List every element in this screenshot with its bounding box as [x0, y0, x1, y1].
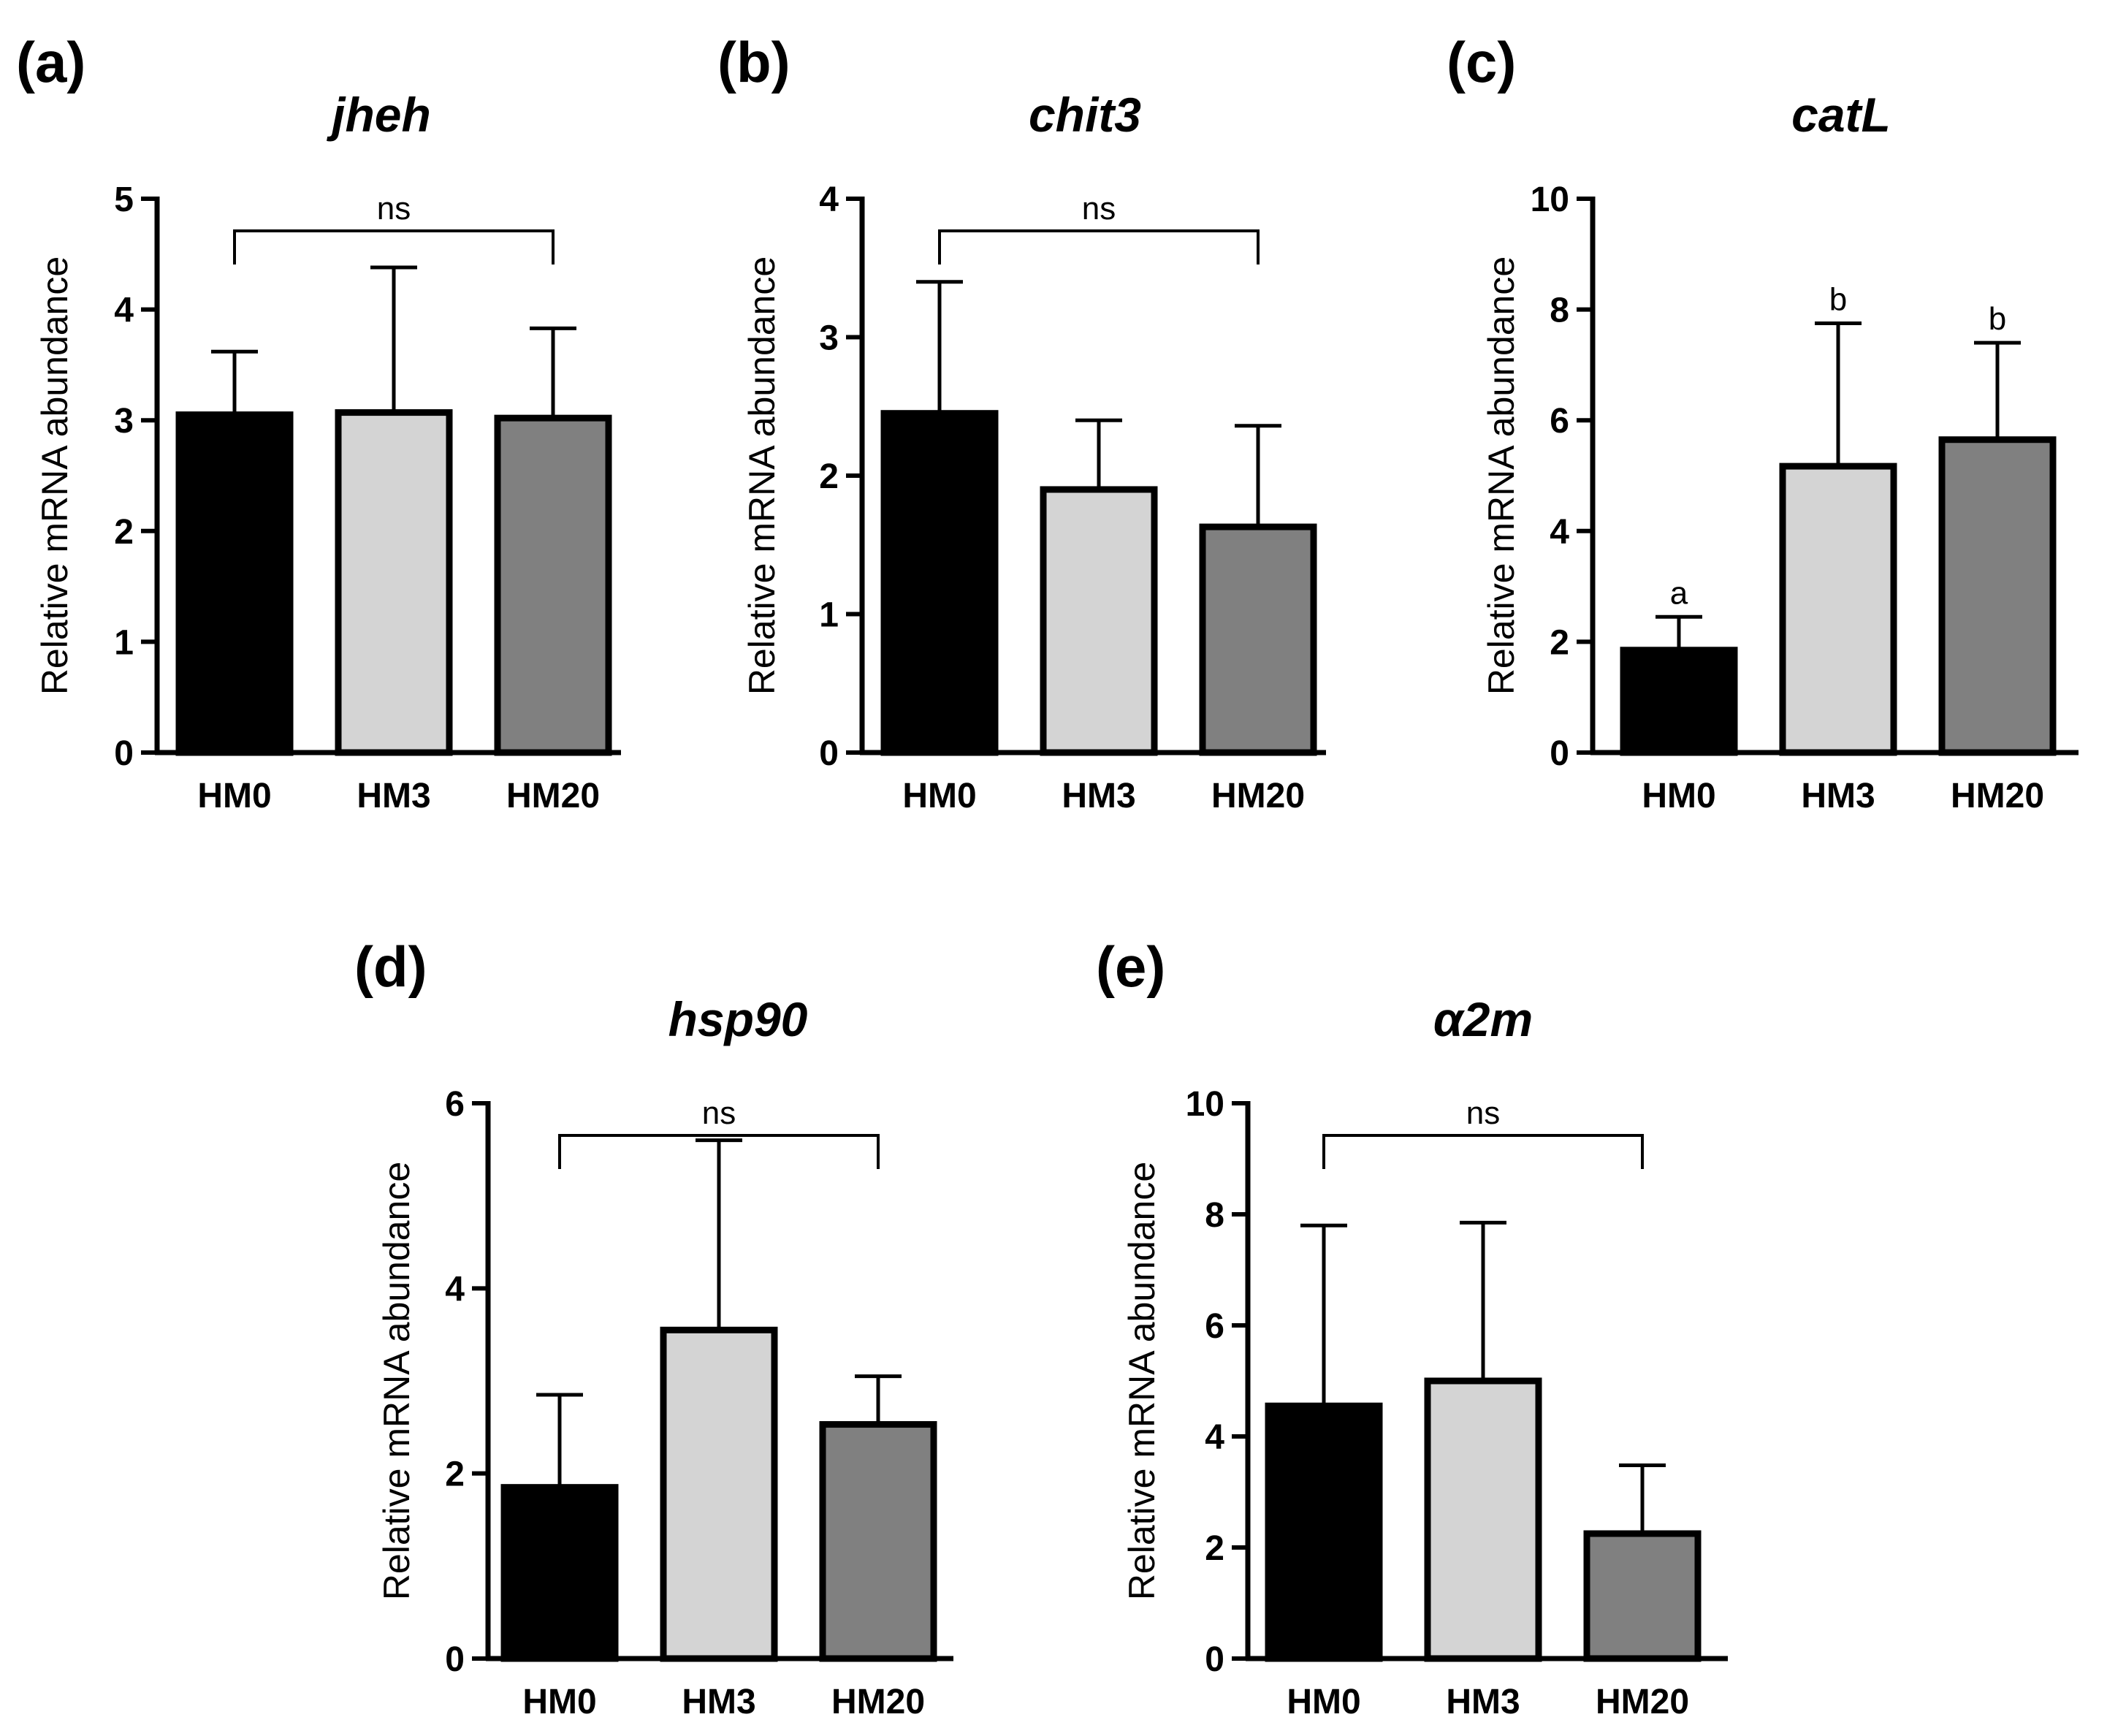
y-tick-label: 2: [819, 457, 839, 496]
x-tick-label: HM20: [1951, 777, 2044, 815]
bar-hm20: [494, 414, 612, 756]
significance-letter: a: [1670, 575, 1688, 611]
bar-hm0: [880, 410, 999, 756]
x-tick-label: HM3: [682, 1683, 755, 1721]
bar-hm3: [335, 409, 453, 756]
y-tick-label: 6: [1205, 1307, 1224, 1346]
panel-label: (c): [1447, 30, 1516, 94]
x-tick-label: HM20: [506, 777, 600, 815]
significance-letter: b: [1829, 282, 1847, 318]
x-tick-label: HM3: [357, 777, 430, 815]
significance-letter: b: [1989, 301, 2006, 337]
significance-label: ns: [1082, 191, 1116, 226]
x-tick-label: HM0: [1642, 777, 1715, 815]
significance-bracket: [558, 1134, 880, 1169]
y-tick-label: 2: [114, 513, 134, 552]
y-axis-label: Relative mRNA abundance: [1481, 256, 1522, 695]
significance-bracket: [1322, 1134, 1644, 1169]
y-tick-label: 10: [1186, 1085, 1224, 1124]
y-tick-label: 6: [1550, 402, 1569, 441]
y-tick-label: 0: [1205, 1640, 1224, 1679]
y-tick-label: 5: [114, 180, 134, 219]
x-tick-label: HM20: [1211, 777, 1305, 815]
bar-hm3: [1424, 1377, 1542, 1662]
y-tick-label: 2: [1205, 1529, 1224, 1568]
bar-hm20: [1583, 1530, 1702, 1662]
y-tick-label: 1: [114, 623, 134, 662]
panel-label: (d): [354, 934, 427, 999]
bar-hm3: [660, 1326, 778, 1662]
x-tick-label: HM20: [831, 1683, 925, 1721]
chart-title: chit3: [1029, 88, 1141, 142]
y-tick-label: 8: [1550, 292, 1569, 330]
bar-hm3: [1779, 462, 1897, 756]
y-tick-label: 2: [1550, 623, 1569, 662]
significance-label: ns: [377, 191, 411, 226]
y-tick-label: 10: [1531, 180, 1569, 219]
bar-hm20: [819, 1421, 937, 1662]
x-tick-label: HM3: [1062, 777, 1135, 815]
y-tick-label: 4: [1205, 1418, 1224, 1457]
y-tick-label: 2: [445, 1455, 465, 1494]
x-tick-label: HM3: [1801, 777, 1875, 815]
chart-title: catL: [1791, 88, 1891, 142]
chart-panel-2: (b) chit3 Relative mRNA abundance 0 1 2 3 4 HM0 H…: [717, 30, 1326, 815]
y-tick-label: 4: [819, 180, 839, 219]
x-tick-label: HM0: [902, 777, 976, 815]
bar-hm0: [500, 1484, 619, 1662]
chart-title: hsp90: [668, 992, 808, 1046]
chart-title: α2m: [1433, 992, 1533, 1046]
x-tick-label: HM3: [1446, 1683, 1520, 1721]
y-tick-label: 0: [114, 734, 134, 773]
y-tick-label: 0: [445, 1640, 465, 1679]
significance-bracket: [233, 229, 555, 264]
y-axis-label: Relative mRNA abundance: [742, 256, 782, 695]
y-axis-label: Relative mRNA abundance: [1121, 1162, 1162, 1600]
significance-label: ns: [702, 1095, 736, 1131]
bar-hm0: [175, 411, 294, 756]
y-axis-label: Relative mRNA abundance: [34, 256, 75, 695]
panel-label: (e): [1096, 934, 1165, 999]
y-tick-label: 8: [1205, 1196, 1224, 1235]
chart-panel-4: (d) hsp90 Relative mRNA abundance 0 2 4 6 HM0 HM…: [354, 934, 953, 1721]
y-tick-label: 0: [819, 734, 839, 773]
y-tick-label: 0: [1550, 734, 1569, 773]
significance-label: ns: [1466, 1095, 1500, 1131]
bar-hm0: [1620, 647, 1738, 756]
x-tick-label: HM0: [1287, 1683, 1360, 1721]
bar-hm0: [1265, 1402, 1383, 1662]
panel-label: (b): [717, 30, 790, 94]
panel-label: (a): [16, 30, 85, 94]
chart-panel-3: (c) catL Relative mRNA abundance 0 2 4 6 8 10 HM0…: [1447, 30, 2079, 815]
y-tick-label: 3: [819, 319, 839, 358]
x-tick-label: HM0: [522, 1683, 596, 1721]
y-tick-label: 3: [114, 402, 134, 441]
y-tick-label: 6: [445, 1085, 465, 1124]
y-tick-label: 4: [1550, 513, 1569, 552]
y-tick-label: 4: [445, 1270, 465, 1309]
y-tick-label: 1: [819, 596, 839, 635]
bar-hm20: [1199, 523, 1317, 756]
chart-panel-5: (e) α2m Relative mRNA abundance 0 2 4 6 8 10 HM0 H…: [1096, 934, 1728, 1721]
chart-panel-1: (a) jheh Relative mRNA abundance 0 1 2 3 4 5 HM0 H…: [16, 30, 621, 815]
significance-bracket: [938, 229, 1260, 264]
x-tick-label: HM0: [197, 777, 271, 815]
y-tick-label: 4: [114, 292, 134, 330]
bar-hm3: [1040, 486, 1158, 756]
x-tick-label: HM20: [1596, 1683, 1689, 1721]
bar-hm20: [1938, 436, 2057, 756]
y-axis-label: Relative mRNA abundance: [376, 1162, 417, 1600]
chart-title: jheh: [326, 88, 431, 142]
